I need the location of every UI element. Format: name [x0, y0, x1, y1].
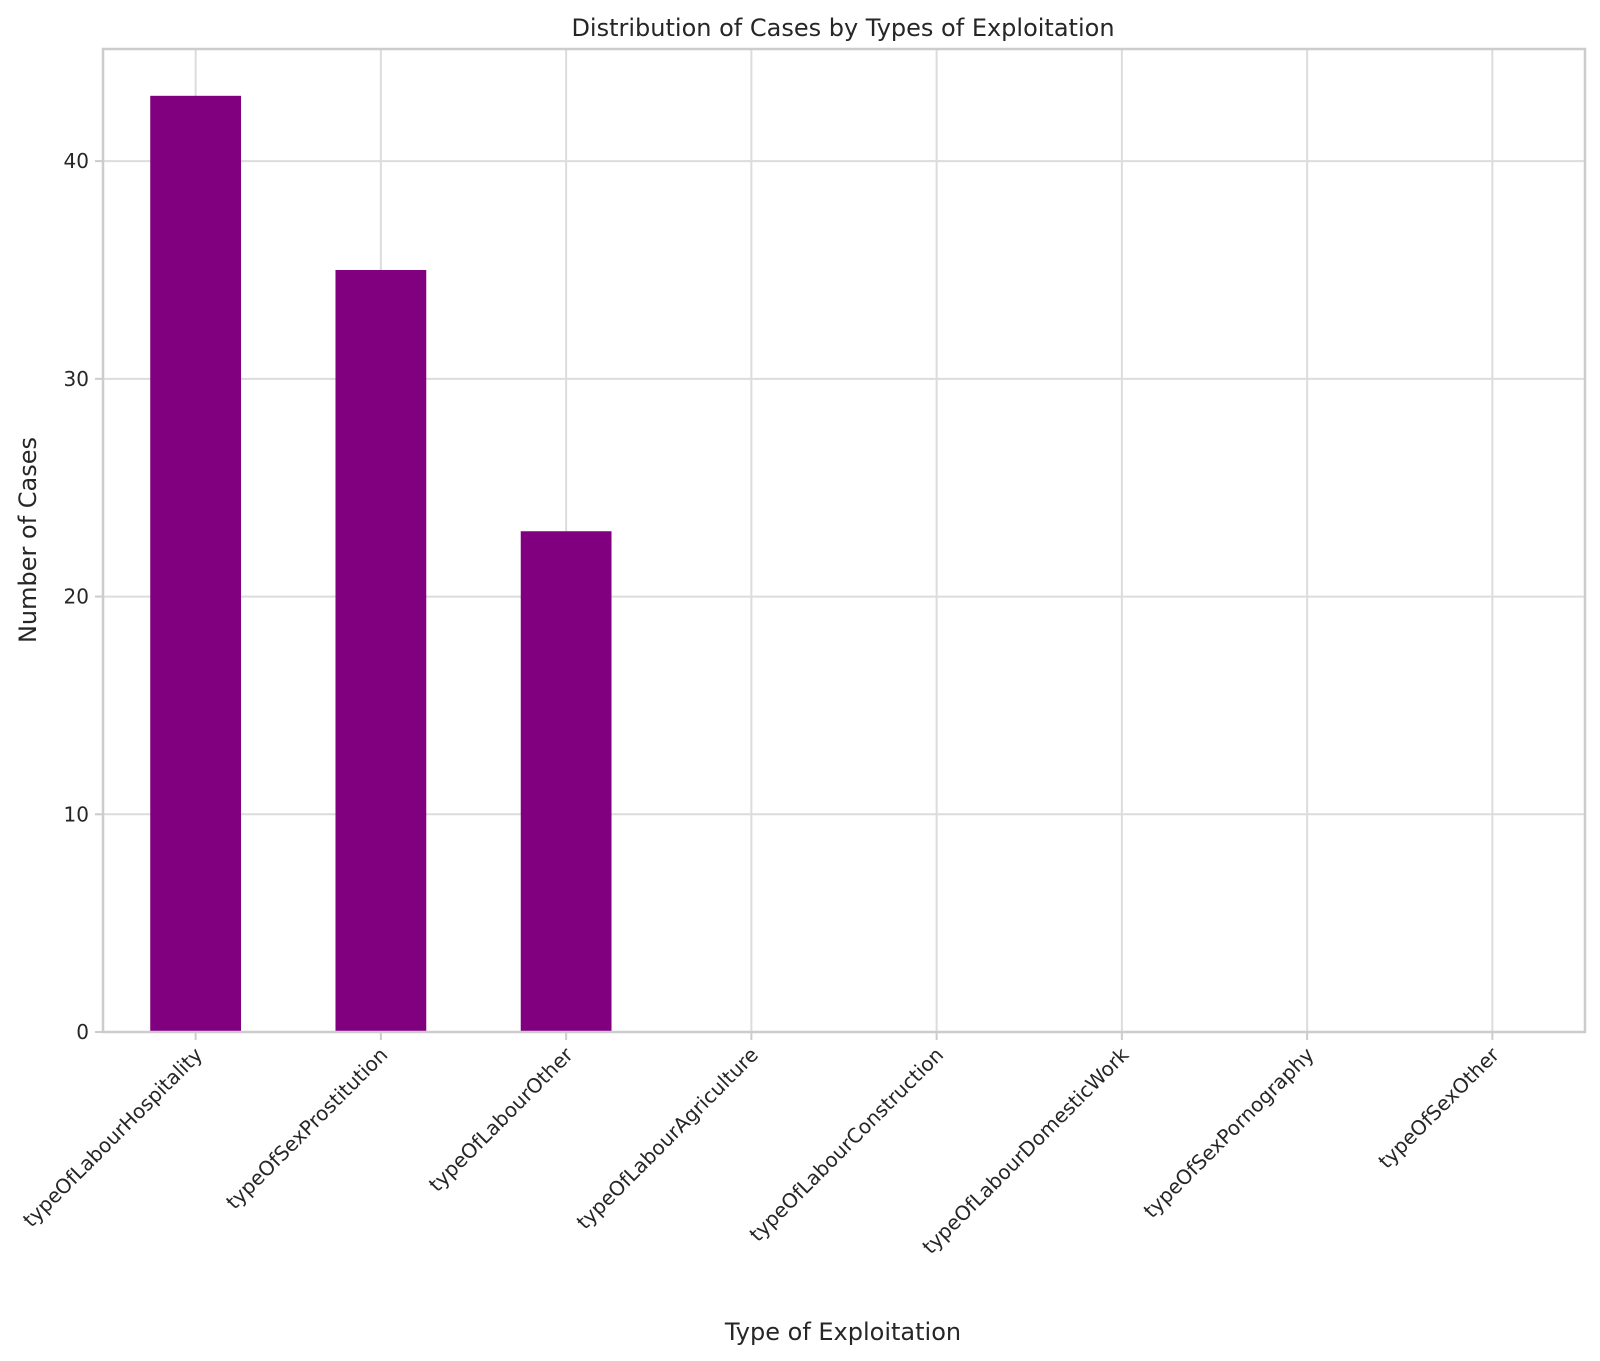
- bar-typeOfLabourOther: [520, 531, 612, 1032]
- x-tick-label: typeOfLabourDomesticWork: [917, 1042, 1133, 1258]
- y-tick-label: 20: [64, 585, 89, 609]
- x-tick-label: typeOfLabourAgriculture: [572, 1043, 763, 1234]
- chart-title: Distribution of Cases by Types of Exploi…: [571, 14, 1114, 42]
- bar-typeOfSexProstitution: [335, 269, 427, 1032]
- x-tick-label: typeOfSexOther: [1373, 1042, 1504, 1173]
- y-tick-label: 40: [64, 149, 89, 173]
- x-tick-label: typeOfLabourHospitality: [18, 1042, 207, 1231]
- grid: [103, 49, 1585, 1033]
- y-tick-label: 0: [76, 1020, 89, 1044]
- x-tick-label: typeOfSexPornography: [1139, 1042, 1319, 1222]
- y-tick-label: 30: [64, 367, 89, 391]
- plot-frame: [101, 47, 1587, 1034]
- x-axis-label: Type of Exploitation: [724, 1318, 961, 1346]
- x-tick-label: typeOfSexProstitution: [221, 1043, 392, 1214]
- bar-typeOfLabourHospitality: [150, 95, 242, 1033]
- x-tick-label: typeOfLabourOther: [424, 1042, 578, 1196]
- bars: [150, 95, 612, 1033]
- x-tick-label: typeOfLabourConstruction: [744, 1043, 948, 1247]
- y-tick-label: 10: [64, 802, 89, 826]
- y-axis-label: Number of Cases: [14, 437, 42, 643]
